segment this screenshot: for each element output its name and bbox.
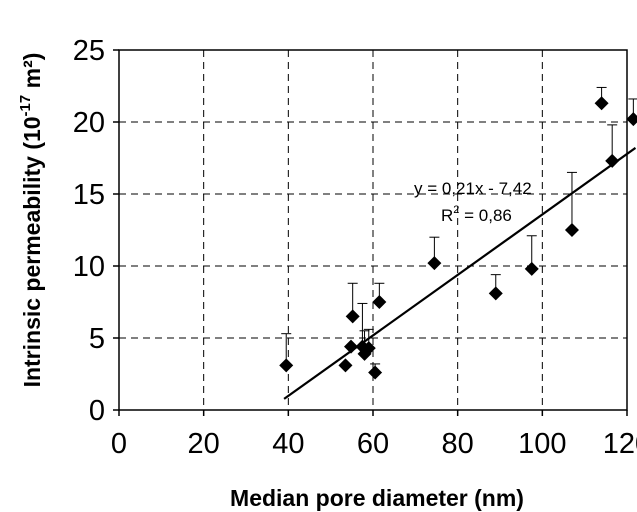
y-tick-label: 5	[89, 323, 105, 355]
y-tick-label: 25	[73, 35, 105, 67]
data-point	[343, 339, 358, 354]
data-point	[368, 365, 383, 380]
y-axis-title-exponent: -17	[17, 95, 34, 117]
data-point	[338, 358, 353, 373]
r-squared-value: = 0,86	[459, 206, 511, 225]
trendline-equation: y = 0,21x - 7,42	[414, 179, 532, 198]
data-point	[372, 295, 387, 309]
x-tick-label: 80	[442, 428, 474, 460]
data-point	[488, 286, 503, 301]
data-point	[524, 261, 539, 276]
trendline	[283, 147, 637, 400]
data-markers	[279, 96, 637, 380]
x-tick-label: 100	[518, 428, 566, 460]
data-point	[345, 309, 360, 324]
data-point	[594, 96, 609, 111]
r-squared-exponent: 2	[453, 204, 459, 216]
r-squared-prefix: R	[441, 206, 453, 225]
data-point	[361, 341, 376, 356]
y-tick-label: 15	[73, 179, 105, 211]
data-point	[427, 256, 442, 271]
x-tick-label: 60	[357, 428, 389, 460]
data-point	[564, 223, 579, 237]
y-axis-title-unit: m²)	[19, 53, 45, 95]
y-tick-label: 10	[73, 251, 105, 283]
y-tick-label: 20	[73, 107, 105, 139]
x-axis-title: Median pore diameter (nm)	[230, 485, 524, 511]
x-tick-label: 120	[603, 428, 637, 460]
y-axis-title-main: Intrinsic permeability (10	[19, 116, 45, 387]
x-tick-label: 0	[111, 428, 127, 460]
y-axis-title: Intrinsic permeability (10-17 m²)	[17, 53, 45, 388]
y-tick-label: 0	[89, 395, 105, 427]
grid	[119, 50, 627, 410]
error-bars	[281, 86, 637, 373]
x-tick-label: 20	[188, 428, 220, 460]
y-ticks: 0 5 10 15 20 25	[73, 35, 119, 427]
data-point	[626, 112, 637, 127]
x-tick-label: 40	[272, 428, 304, 460]
r-squared-label: R2 = 0,86	[441, 204, 512, 225]
data-point	[605, 153, 620, 168]
data-point	[279, 358, 294, 373]
x-ticks: 0 20 40 60 80 100 120	[111, 410, 637, 460]
